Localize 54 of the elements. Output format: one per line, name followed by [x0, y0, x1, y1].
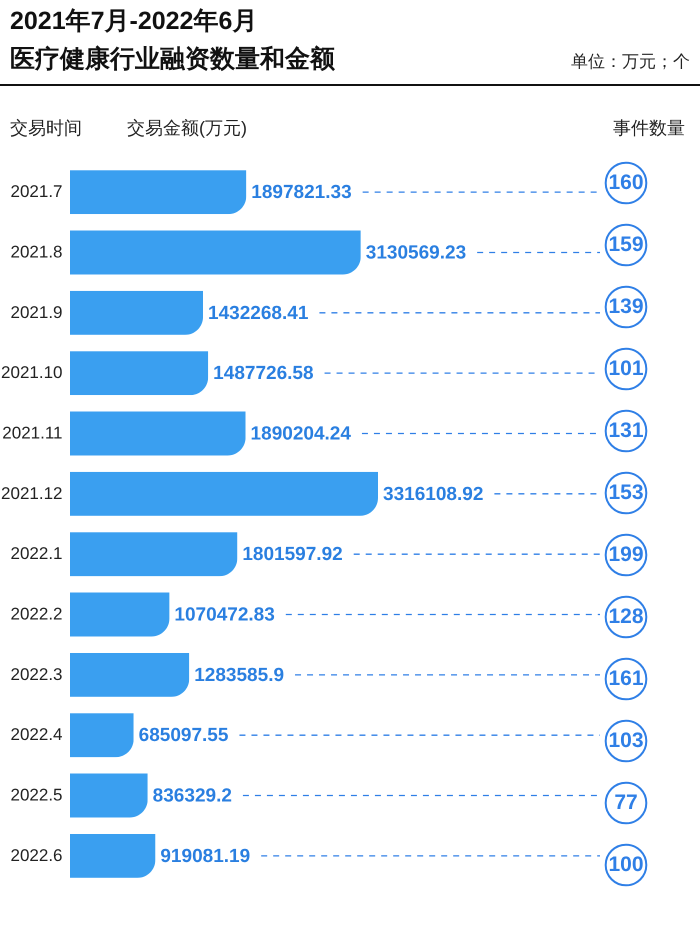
bar — [70, 472, 378, 516]
bar — [70, 834, 156, 878]
data-label: 77 — [614, 791, 638, 814]
text: 事件数量 — [613, 117, 685, 140]
chart-subtitle: 医疗健康行业融资数量和金额 — [10, 44, 335, 75]
data-label: 199 — [608, 543, 644, 566]
y-tick-label: 2021.12 — [1, 484, 62, 503]
x-axis-title: 交易金额(万元) — [127, 117, 247, 140]
data-label: 3316108.92 — [383, 484, 484, 505]
bar — [70, 351, 208, 396]
data-label: 1897821.33 — [251, 182, 352, 204]
bar — [70, 713, 134, 758]
data-label: 919081.19 — [160, 846, 250, 867]
data-label: 1890204.24 — [250, 423, 352, 444]
data-label: 1283585.9 — [194, 664, 284, 686]
y-tick-label: 2021.8 — [10, 242, 62, 262]
bar — [70, 170, 246, 214]
y-tick-label: 2021.10 — [1, 363, 62, 382]
bar — [70, 774, 148, 818]
y-axis-title: 交易时间 — [10, 117, 82, 140]
bar — [70, 652, 190, 697]
data-label: 103 — [608, 729, 644, 752]
data-label: 160 — [608, 171, 644, 194]
data-label: 100 — [608, 853, 644, 876]
data-label: 153 — [608, 481, 644, 504]
y-tick-label: 2022.4 — [10, 725, 62, 744]
y-tick-label: 2022.3 — [10, 664, 62, 684]
bar — [70, 592, 170, 637]
y-tick-label: 2022.5 — [10, 786, 62, 805]
y-tick-label: 2021.7 — [10, 182, 62, 202]
data-label: 685097.55 — [138, 725, 229, 746]
data-label: 1487726.58 — [213, 363, 314, 384]
data-label: 836329.2 — [152, 786, 232, 807]
data-label: 139 — [608, 295, 644, 318]
bar — [70, 532, 238, 576]
data-label: 161 — [608, 667, 644, 690]
y-tick-label: 2022.1 — [10, 544, 62, 564]
data-label: 159 — [608, 233, 644, 256]
y-tick-label: 2022.2 — [10, 604, 62, 624]
data-label: 101 — [608, 357, 644, 380]
chart-title: 2021年7月-2022年6月 — [10, 6, 258, 37]
data-label: 131 — [608, 419, 644, 442]
data-label: 128 — [608, 605, 644, 628]
data-label: 1070472.83 — [174, 604, 275, 626]
bar — [70, 230, 361, 274]
bar — [70, 290, 204, 335]
data-label: 1801597.92 — [242, 544, 343, 566]
data-label: 3130569.23 — [366, 242, 466, 264]
y-tick-label: 2021.11 — [2, 423, 62, 442]
data-label: 1432268.41 — [208, 302, 309, 324]
y-tick-label: 2022.6 — [10, 846, 62, 865]
y-tick-label: 2021.9 — [10, 302, 62, 322]
text: 单位：万元；个 — [571, 51, 690, 73]
bar — [70, 411, 246, 456]
